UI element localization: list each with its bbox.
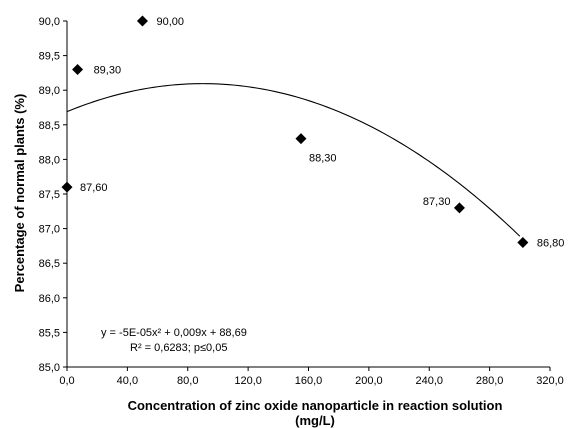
y-tick-label: 89,0 — [39, 85, 60, 97]
x-tick-label: 200,0 — [355, 375, 383, 387]
y-tick-label: 86,5 — [39, 258, 60, 270]
y-axis-ticks: 85,0 85,5 86,0 86,5 87,0 87,5 88,0 88,5 89,0 89,5… — [39, 16, 67, 374]
y-tick-label: 87,0 — [39, 224, 60, 236]
y-tick-label: 86,0 — [39, 293, 60, 305]
data-point-marker — [517, 236, 529, 248]
data-label: 90,00 — [156, 16, 184, 28]
data-points — [61, 15, 529, 248]
x-tick-label: 280,0 — [476, 375, 504, 387]
x-tick-label: 160,0 — [295, 375, 323, 387]
data-point-marker — [136, 15, 148, 27]
data-label: 88,30 — [309, 153, 337, 165]
x-axis-title-line2: (mg/L) — [295, 413, 335, 428]
data-point-marker — [295, 133, 307, 145]
data-label: 87,60 — [80, 182, 108, 194]
x-axis-title-line1: Concentration of zinc oxide nanoparticle… — [128, 398, 503, 413]
y-axis-title: Percentage of normal plants (%) — [12, 94, 27, 293]
trend-r-squared: R² = 0,6283; p≤0,05 — [130, 342, 227, 354]
y-tick-label: 87,5 — [39, 189, 60, 201]
y-tick-label: 85,5 — [39, 327, 60, 339]
data-labels: 87,60 89,30 90,00 88,30 87,30 86,80 — [80, 16, 564, 249]
data-point-marker — [72, 63, 84, 75]
y-tick-label: 88,0 — [39, 154, 60, 166]
x-axis-ticks: 0,0 40,0 80,0 120,0 160,0 200,0 240,0 280,0 320,… — [59, 367, 564, 387]
polynomial-trendline — [66, 83, 521, 237]
y-tick-label: 85,0 — [39, 362, 60, 374]
data-label: 89,30 — [94, 64, 122, 76]
trend-equation: y = -5E-05x² + 0,009x + 88,69 — [101, 327, 247, 339]
x-tick-label: 0,0 — [59, 375, 74, 387]
data-point-marker — [61, 181, 73, 193]
data-label: 86,80 — [537, 237, 565, 249]
data-point-marker — [453, 202, 465, 214]
x-tick-label: 120,0 — [234, 375, 262, 387]
x-tick-label: 240,0 — [415, 375, 443, 387]
x-tick-label: 320,0 — [536, 375, 564, 387]
x-tick-label: 80,0 — [177, 375, 198, 387]
y-tick-label: 89,5 — [39, 51, 60, 63]
y-tick-label: 90,0 — [39, 16, 60, 28]
data-label: 87,30 — [423, 196, 451, 208]
x-tick-label: 40,0 — [117, 375, 138, 387]
y-tick-label: 88,5 — [39, 120, 60, 132]
